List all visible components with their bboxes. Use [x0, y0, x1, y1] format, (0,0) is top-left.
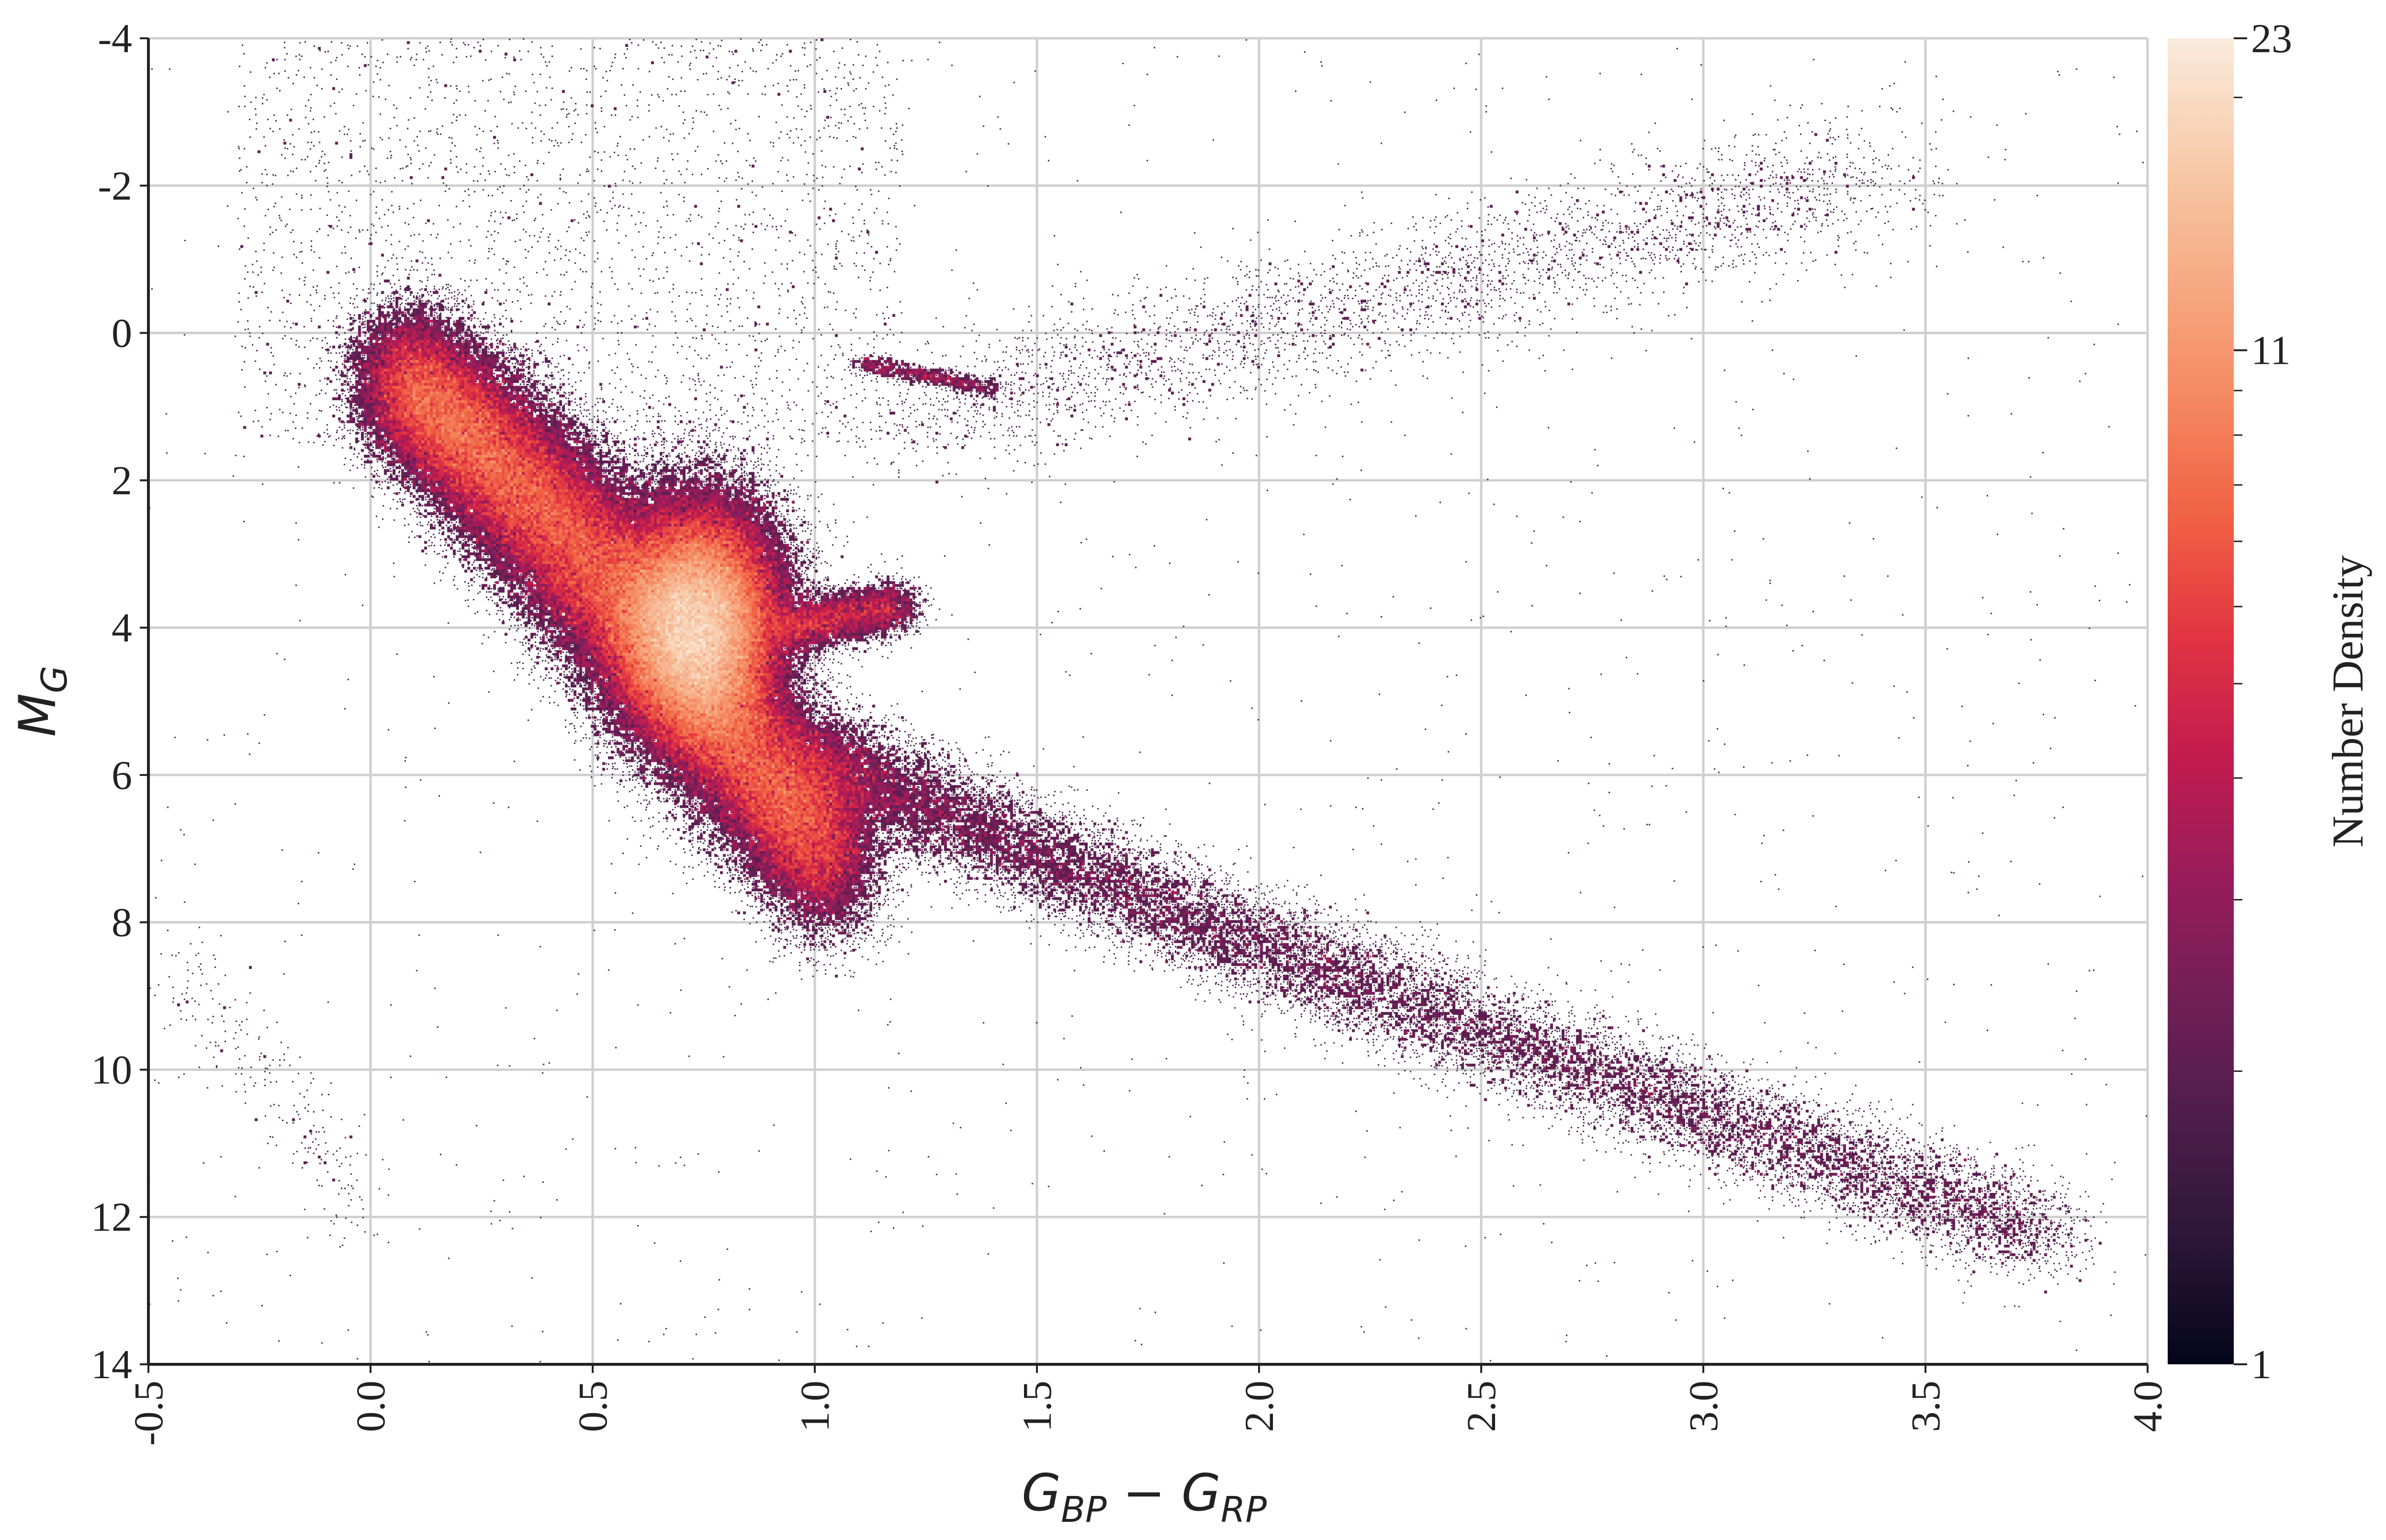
y-tick-label: 8 — [112, 899, 132, 945]
x-tick-label: 4.0 — [2125, 1381, 2171, 1432]
x-tick-label: 1.0 — [792, 1381, 838, 1432]
x-axis-title-minus: − — [1107, 1463, 1182, 1522]
x-axis-title-main2: G — [1182, 1463, 1221, 1522]
y-tick-label: -2 — [98, 163, 132, 209]
y-tick-label: 6 — [112, 752, 132, 798]
plot-area: -0.5 0.0 0.5 1.0 1.5 2.0 2.5 3.0 3.5 4.0 -4 -2 0 2 4 6… — [91, 15, 2171, 1446]
y-axis-title-main: M — [8, 693, 67, 737]
y-tick-label: 4 — [112, 605, 132, 651]
y-axis-ticks: -4 -2 0 2 4 6 8 10 12 14 — [91, 15, 148, 1387]
x-axis-title-sub1: BP — [1061, 1489, 1107, 1530]
x-tick-label: -0.5 — [125, 1381, 171, 1446]
density-raster — [148, 38, 2148, 1364]
y-axis-title-sub: G — [34, 666, 75, 693]
x-tick-label: 0.0 — [348, 1381, 394, 1432]
x-tick-label: 0.5 — [570, 1381, 616, 1432]
y-tick-label: 14 — [91, 1341, 132, 1387]
colorbar-title: Number Density — [2323, 555, 2372, 848]
x-axis-title-main: G — [1022, 1463, 1061, 1522]
density-points — [148, 38, 2148, 1364]
x-tick-label: 2.0 — [1236, 1381, 1282, 1432]
x-tick-label: 3.0 — [1680, 1381, 1726, 1432]
x-axis-title: GBP − GRP — [1022, 1463, 1267, 1530]
x-tick-label: 1.5 — [1014, 1381, 1060, 1432]
colorbar-gradient — [2168, 38, 2234, 1364]
y-tick-label: -4 — [98, 15, 132, 61]
y-axis-title: MG — [8, 666, 75, 737]
y-tick-label: 2 — [112, 457, 132, 503]
colorbar-tick-label: 11 — [2251, 327, 2291, 373]
y-tick-label: 12 — [91, 1194, 132, 1240]
x-axis-ticks: -0.5 0.0 0.5 1.0 1.5 2.0 2.5 3.0 3.5 4.0 — [125, 1364, 2171, 1446]
y-tick-label: 10 — [91, 1046, 132, 1092]
y-tick-label: 0 — [112, 310, 132, 356]
x-tick-label: 2.5 — [1458, 1381, 1504, 1432]
colorbar-tick-label: 23 — [2251, 15, 2292, 61]
x-axis-title-sub2: RP — [1221, 1489, 1267, 1530]
colorbar-tick-label: 1 — [2251, 1341, 2272, 1387]
x-tick-label: 3.5 — [1902, 1381, 1948, 1432]
